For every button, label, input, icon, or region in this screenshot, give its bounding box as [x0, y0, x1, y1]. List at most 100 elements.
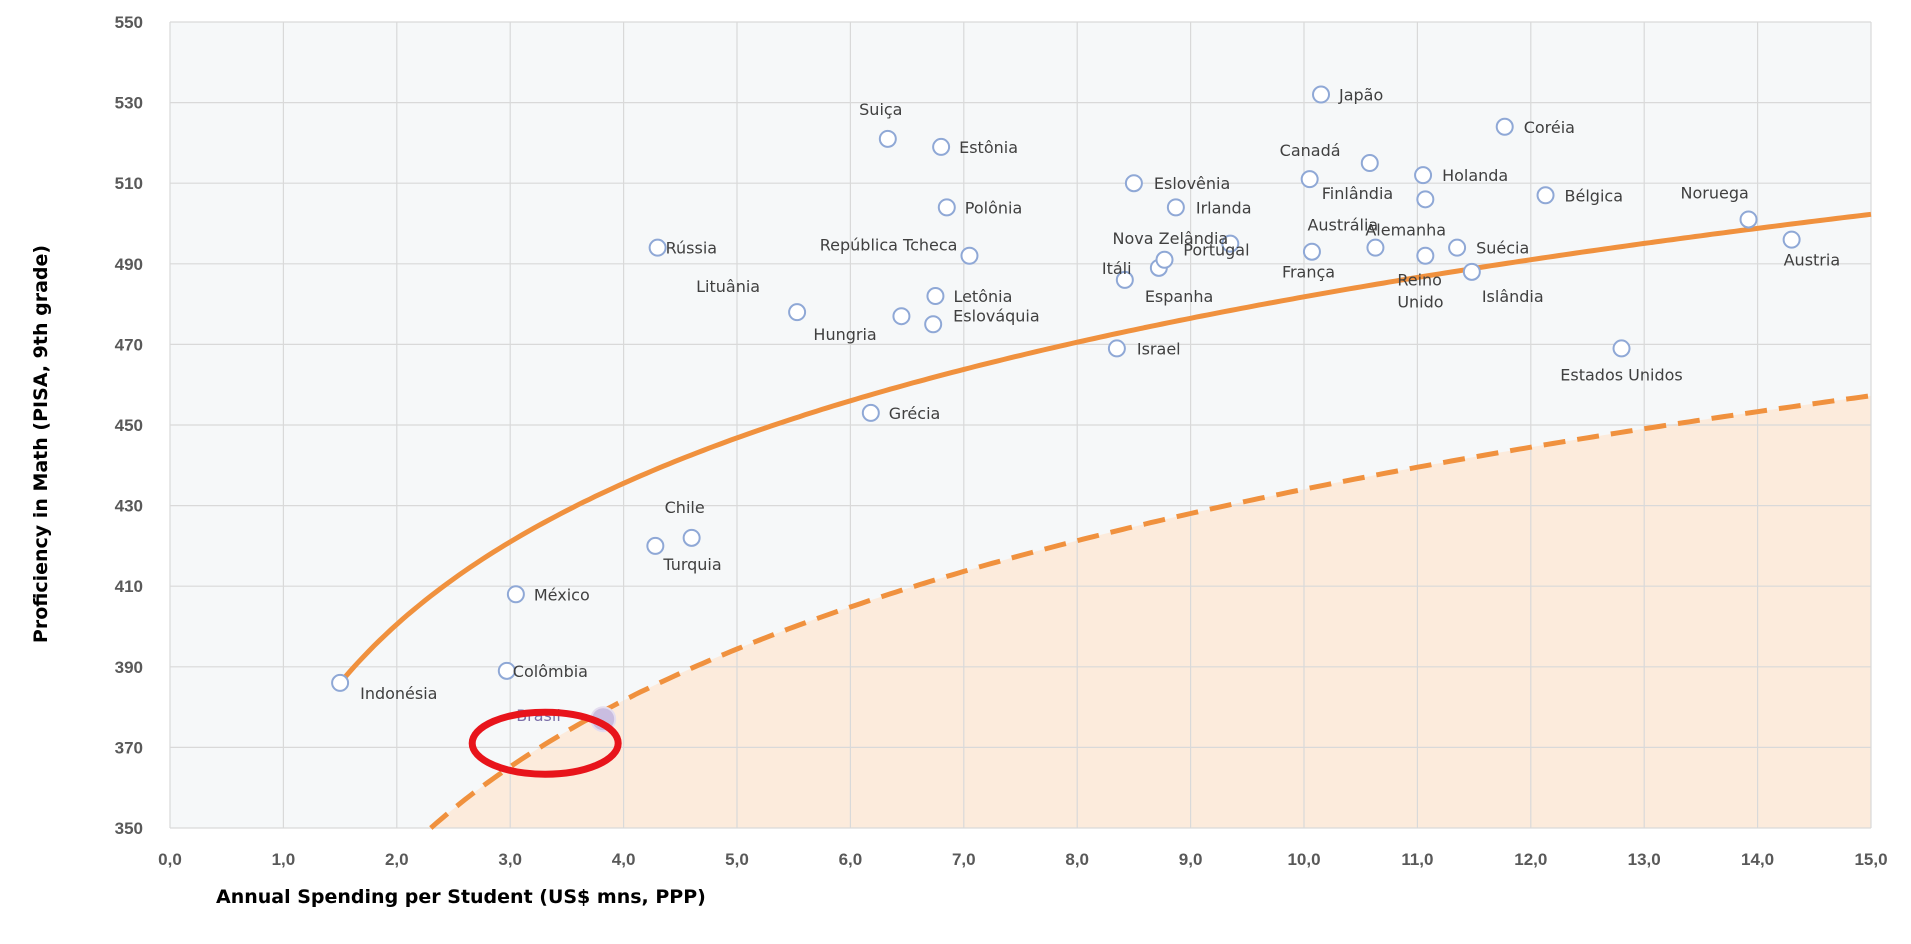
- point-suecia: [1448, 238, 1467, 257]
- point-label-franca: França: [1282, 263, 1335, 282]
- point-reino-unido: [1416, 246, 1435, 265]
- point-label-eslovaquia: Eslováquia: [953, 306, 1040, 325]
- point-estonia: [932, 137, 951, 156]
- point-label-eslovenia: Eslovênia: [1154, 174, 1230, 193]
- point-islandia: [1462, 262, 1481, 281]
- point-espanha: [1115, 270, 1134, 289]
- point-label-alemanha: Alemanha: [1365, 220, 1446, 239]
- frontier-curve-solid: [338, 211, 1872, 685]
- x-axis-ticks: 0,0 1,0 2,0 3,0 4,0 5,0 6,0 7,0 8,0 9,0 10,0 11,0 12…: [158, 850, 1887, 869]
- point-suica: [878, 129, 897, 148]
- point-mexico: [506, 585, 525, 604]
- point-label-israel: Israel: [1137, 339, 1181, 358]
- point-label-letonia: Letônia: [953, 287, 1012, 306]
- x-tick-label: 11,0: [1401, 850, 1433, 869]
- point-label-lituania: Lituânia: [696, 277, 760, 296]
- point-label-chile: Chile: [665, 498, 705, 517]
- point-grecia: [861, 403, 880, 422]
- point-label-islandia: Islândia: [1482, 287, 1544, 306]
- x-tick-label: 6,0: [839, 850, 863, 869]
- shaded-region: [430, 395, 1871, 828]
- point-label-russia: Rússia: [666, 239, 717, 258]
- point-canada: [1300, 170, 1319, 189]
- y-axis-title: Proficiency in Math (PISA, 9th grade): [30, 245, 52, 643]
- point-belgica: [1536, 186, 1555, 205]
- point-eslovaquia: [924, 315, 943, 334]
- point-label-estonia: Estônia: [959, 138, 1018, 157]
- point-finlandia: [1360, 154, 1379, 173]
- y-tick-label: 550: [115, 13, 143, 32]
- y-tick-label: 450: [115, 416, 143, 435]
- point-label-austria: Austria: [1784, 251, 1841, 270]
- point-russia: [648, 238, 667, 257]
- point-label-estados-unidos: Estados Unidos: [1560, 365, 1682, 384]
- point-franca: [1302, 242, 1321, 261]
- point-label-nova-zelandia: Nova Zelândia: [1113, 229, 1229, 248]
- point-label-espanha: Espanha: [1145, 287, 1214, 306]
- x-tick-label: 1,0: [272, 850, 296, 869]
- point-nova-zelandia: [1155, 250, 1174, 269]
- point-austria: [1782, 230, 1801, 249]
- point-label-republica-tcheca: República Tcheca: [820, 236, 958, 255]
- y-tick-label: 410: [115, 577, 143, 596]
- point-label-canada: Canadá: [1280, 141, 1341, 160]
- point-colombia: [497, 661, 516, 680]
- point-label-belgica: Bélgica: [1565, 186, 1623, 205]
- data-points: [331, 85, 1801, 733]
- point-label-hungria: Hungria: [813, 325, 876, 344]
- point-label-portugal: Portugal: [1183, 241, 1249, 260]
- point-portugal: [1221, 234, 1240, 253]
- x-tick-label: 3,0: [498, 850, 522, 869]
- y-axis-ticks: 350 370 390 410 430 450 470 490 510 530 550: [115, 13, 143, 838]
- point-hungria: [892, 307, 911, 326]
- point-estados-unidos: [1612, 339, 1631, 358]
- y-tick-label: 470: [115, 335, 143, 354]
- y-tick-label: 370: [115, 738, 143, 757]
- point-label-colombia: Colômbia: [513, 662, 588, 681]
- y-tick-label: 430: [115, 497, 143, 516]
- y-tick-label: 530: [115, 94, 143, 113]
- point-israel: [1107, 339, 1126, 358]
- x-tick-label: 5,0: [725, 850, 749, 869]
- point-label-noruega: Noruega: [1681, 183, 1749, 202]
- point-label-australia: Austrália: [1307, 216, 1378, 235]
- point-label-coreia: Coréia: [1524, 118, 1575, 137]
- x-tick-label: 14,0: [1741, 850, 1774, 869]
- point-holanda: [1414, 166, 1433, 185]
- x-tick-label: 10,0: [1287, 850, 1320, 869]
- x-tick-label: 7,0: [952, 850, 976, 869]
- point-turquia: [646, 536, 665, 555]
- x-tick-label: 12,0: [1514, 850, 1547, 869]
- point-republica-tcheca: [960, 246, 979, 265]
- point-label-holanda: Holanda: [1442, 166, 1508, 185]
- x-tick-label: 0,0: [158, 850, 182, 869]
- point-label-suecia: Suécia: [1476, 239, 1529, 258]
- x-tick-label: 13,0: [1628, 850, 1661, 869]
- point-japao: [1312, 85, 1331, 104]
- x-axis-title: Annual Spending per Student (US$ mns, PP…: [216, 886, 706, 908]
- point-label-polonia: Polônia: [965, 198, 1023, 217]
- point-labels: Indonésia Colômbia México Rússia Turquia Chil…: [360, 86, 1840, 726]
- x-tick-label: 15,0: [1854, 850, 1887, 869]
- x-tick-label: 8,0: [1065, 850, 1089, 869]
- y-tick-label: 490: [115, 255, 143, 274]
- point-letonia: [926, 287, 945, 306]
- y-tick-label: 390: [115, 658, 143, 677]
- gridlines: [169, 21, 1872, 829]
- point-australia: [1366, 238, 1385, 257]
- x-tick-label: 2,0: [385, 850, 409, 869]
- frontier-curve-dashed: [429, 393, 1872, 830]
- point-label-japao: Japão: [1338, 86, 1383, 105]
- point-label-mexico: México: [534, 585, 590, 604]
- point-label-suica: Suiça: [859, 100, 902, 119]
- point-label-finlandia: Finlândia: [1322, 184, 1393, 203]
- point-label-indonesia: Indonésia: [360, 684, 437, 703]
- point-label-turquia: Turquia: [662, 555, 721, 574]
- point-label-irlanda: Irlanda: [1196, 198, 1252, 217]
- highlight-circle: [468, 708, 622, 778]
- point-lituania: [788, 303, 807, 322]
- point-alemanha: [1416, 190, 1435, 209]
- point-polonia: [937, 198, 956, 217]
- y-tick-label: 350: [115, 819, 143, 838]
